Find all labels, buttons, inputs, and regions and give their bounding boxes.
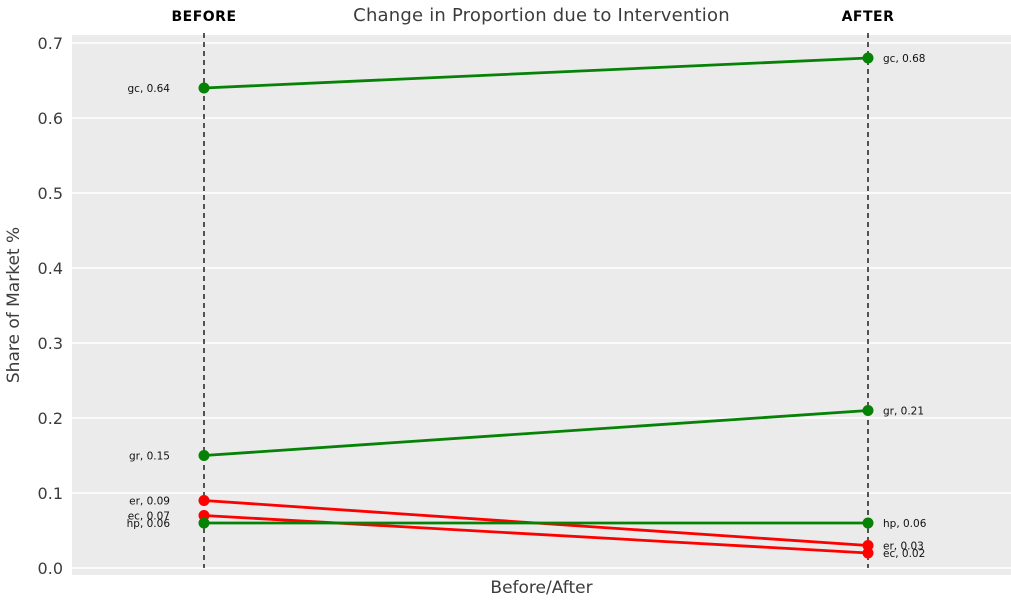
column-header-before: BEFORE [171, 9, 237, 25]
y-tick-label-0.0: 0.0 [38, 559, 63, 578]
plot-panel [72, 35, 1011, 575]
point-label-er-before: er, 0.09 [129, 496, 170, 508]
point-hp-after [862, 517, 874, 529]
point-label-ec-before: ec, 0.07 [128, 511, 170, 523]
point-label-hp-before: hp, 0.06 [127, 518, 171, 530]
y-tick-label-0.4: 0.4 [38, 259, 63, 278]
point-label-gc-before: gc, 0.64 [128, 83, 171, 95]
point-gc-after [862, 52, 874, 64]
x-axis-label: Before/After [490, 578, 593, 598]
point-label-ec-after: ec, 0.02 [883, 548, 925, 560]
y-tick-label-0.7: 0.7 [38, 34, 63, 53]
point-label-gr-after: gr, 0.21 [883, 406, 924, 418]
point-er-before [198, 495, 210, 506]
y-tick-label-0.3: 0.3 [38, 334, 63, 353]
y-tick-label-0.6: 0.6 [38, 109, 63, 128]
y-axis-label: Share of Market % [4, 226, 24, 384]
point-gr-after [862, 405, 874, 416]
point-label-hp-after: hp, 0.06 [883, 518, 927, 530]
point-label-gc-after: gc, 0.68 [883, 53, 926, 65]
point-gr-before [198, 450, 210, 461]
y-tick-label-0.2: 0.2 [38, 409, 63, 428]
y-tick-label-0.1: 0.1 [38, 484, 63, 503]
chart-title: Change in Proportion due to Intervention [353, 5, 730, 26]
point-hp-before [198, 517, 210, 529]
point-gc-before [198, 82, 210, 94]
slope-line-gc [202, 56, 870, 90]
column-header-after: AFTER [841, 9, 895, 25]
y-tick-label-0.5: 0.5 [38, 184, 63, 203]
slope-line-gr [202, 409, 870, 457]
point-label-er-after: er, 0.03 [883, 541, 924, 553]
point-ec-after [862, 547, 874, 559]
point-label-gr-before: gr, 0.15 [129, 451, 170, 463]
